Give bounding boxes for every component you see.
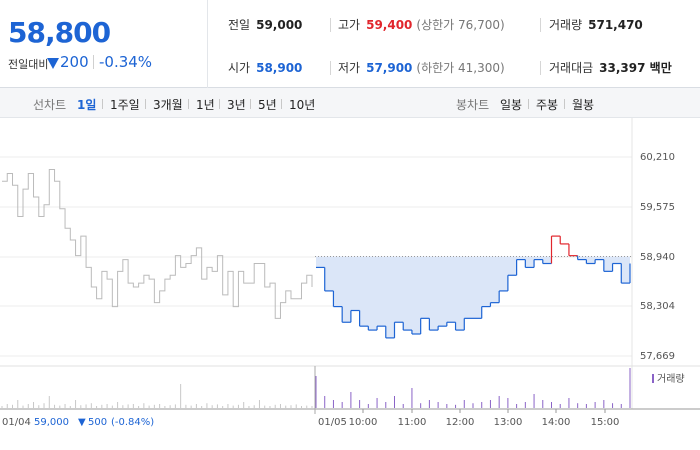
volume-legend-label: 거래량 bbox=[657, 373, 685, 385]
tab-5years[interactable]: 5년 bbox=[258, 98, 277, 112]
line-chart-label: 선차트 bbox=[33, 98, 67, 112]
low-label: 저가 bbox=[338, 61, 361, 75]
prev-day-change-pct: (-0.84%) bbox=[111, 417, 154, 428]
x-tick-label: 11:00 bbox=[398, 417, 427, 428]
y-tick-label: 58,304 bbox=[640, 301, 675, 312]
divider bbox=[93, 55, 94, 69]
candle-chart-label: 봉차트 bbox=[456, 98, 490, 112]
below-prev-close-area bbox=[316, 256, 630, 338]
x-tick-marks bbox=[362, 409, 606, 413]
lower-limit: (하한가 41,300) bbox=[416, 61, 505, 75]
y-tick-label: 60,210 bbox=[640, 152, 675, 163]
today-date: 01/05 bbox=[318, 417, 347, 428]
chart-svg: 60,210 59,575 58,940 58,304 57,669 거래량 0… bbox=[0, 118, 700, 428]
current-price-box: 58,800 전일대비 200 -0.34% bbox=[0, 0, 208, 88]
tab-1day[interactable]: 1일 bbox=[77, 98, 97, 112]
tab-weekly-candle[interactable]: 주봉 bbox=[536, 98, 559, 112]
volume-value: 571,470 bbox=[588, 18, 643, 32]
volume-label: 거래량 bbox=[549, 18, 583, 32]
tab-10years[interactable]: 10년 bbox=[289, 98, 316, 112]
x-tick-label: 14:00 bbox=[542, 417, 571, 428]
high-value: 59,400 bbox=[366, 18, 413, 32]
stat-low: 저가 57,900 (하한가 41,300) bbox=[338, 59, 505, 79]
divider bbox=[564, 99, 565, 109]
prev-day-series-line bbox=[2, 169, 313, 319]
divider bbox=[540, 18, 541, 32]
amount-label: 거래대금 bbox=[549, 61, 594, 75]
y-tick-label: 59,575 bbox=[640, 202, 675, 213]
high-label: 고가 bbox=[338, 18, 361, 32]
x-tick-label: 15:00 bbox=[591, 417, 620, 428]
divider bbox=[528, 99, 529, 109]
divider bbox=[145, 99, 146, 109]
stat-prev-close: 전일 59,000 bbox=[228, 16, 302, 36]
open-value: 58,900 bbox=[256, 61, 303, 75]
x-tick-label: 12:00 bbox=[446, 417, 475, 428]
amount-value: 33,397 백만 bbox=[599, 61, 672, 75]
price-chart[interactable]: 60,210 59,575 58,940 58,304 57,669 거래량 0… bbox=[0, 118, 700, 450]
change-value: 200 bbox=[60, 53, 89, 71]
stat-high: 고가 59,400 (상한가 76,700) bbox=[338, 16, 505, 36]
down-arrow-icon bbox=[47, 58, 59, 69]
low-value: 57,900 bbox=[366, 61, 413, 75]
prev-day-change-arrow-icon: ▼ bbox=[78, 417, 86, 428]
tab-3months[interactable]: 3개월 bbox=[153, 98, 183, 112]
stat-amount: 거래대금 33,397 백만 bbox=[549, 59, 672, 79]
change-label: 전일대비 bbox=[8, 58, 49, 71]
chart-tab-bar: 선차트 1일 1주일 3개월 1년 3년 5년 10년 봉차트 일봉 주봉 월봉 bbox=[0, 88, 700, 118]
x-tick-label: 10:00 bbox=[349, 417, 378, 428]
divider bbox=[250, 99, 251, 109]
prev-close-value: 59,000 bbox=[256, 18, 303, 32]
divider bbox=[219, 99, 220, 109]
tab-monthly-candle[interactable]: 월봉 bbox=[572, 98, 595, 112]
divider bbox=[188, 99, 189, 109]
tab-daily-candle[interactable]: 일봉 bbox=[500, 98, 523, 112]
y-tick-label: 57,669 bbox=[640, 351, 675, 362]
tab-3years[interactable]: 3년 bbox=[227, 98, 246, 112]
divider bbox=[330, 61, 331, 75]
tab-1week[interactable]: 1주일 bbox=[110, 98, 140, 112]
current-price: 58,800 bbox=[8, 16, 111, 49]
y-tick-label: 58,940 bbox=[640, 252, 675, 263]
prev-close-label: 전일 bbox=[228, 18, 251, 32]
change-percent: -0.34% bbox=[99, 53, 153, 71]
prev-day-change: 500 bbox=[88, 417, 107, 428]
stat-volume: 거래량 571,470 bbox=[549, 16, 643, 36]
prev-day-close: 59,000 bbox=[34, 417, 69, 428]
price-summary: 58,800 전일대비 200 -0.34% 전일 59,000 시가 58,900… bbox=[0, 0, 700, 88]
prev-day-date: 01/04 bbox=[2, 417, 31, 428]
divider bbox=[281, 99, 282, 109]
divider bbox=[330, 18, 331, 32]
open-label: 시가 bbox=[228, 61, 251, 75]
stat-open: 시가 58,900 bbox=[228, 59, 302, 79]
divider bbox=[102, 99, 103, 109]
volume-legend-swatch bbox=[652, 374, 654, 383]
x-tick-label: 13:00 bbox=[494, 417, 523, 428]
upper-limit: (상한가 76,700) bbox=[416, 18, 505, 32]
tab-1year[interactable]: 1년 bbox=[196, 98, 215, 112]
divider bbox=[540, 61, 541, 75]
